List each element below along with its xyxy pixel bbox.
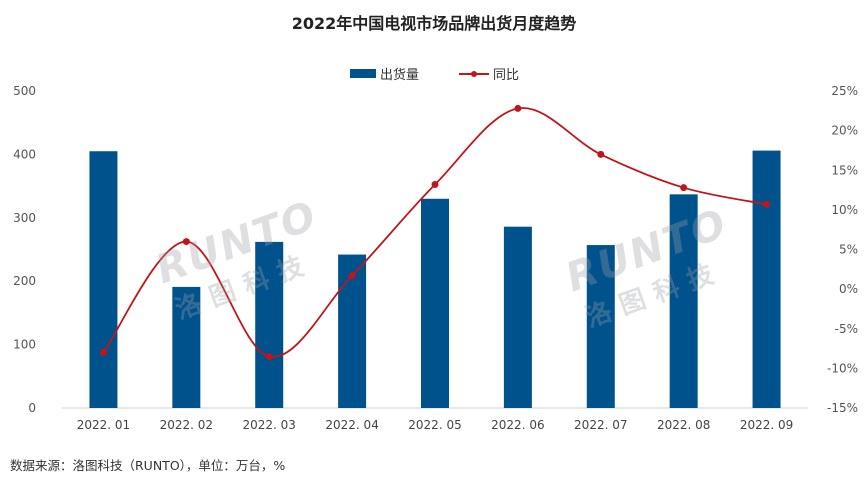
bar-shipment <box>338 254 367 408</box>
y2-tick-label: 0% <box>839 282 858 296</box>
y-tick-label: 100 <box>13 338 36 352</box>
x-tick-label: 2022. 04 <box>325 418 378 432</box>
y2-tick-label: 5% <box>839 243 858 257</box>
bar-shipment <box>421 198 449 408</box>
legend-label-yoy: 同比 <box>493 68 520 83</box>
point-yoy <box>597 150 605 158</box>
x-tick-label: 2022. 06 <box>491 418 544 432</box>
bar-shipment <box>89 151 118 409</box>
point-yoy <box>99 349 107 357</box>
y2-tick-label: -10% <box>827 361 858 375</box>
bar-shipment <box>503 226 532 408</box>
y2-tick-label: -5% <box>835 322 858 336</box>
legend-item-shipments: 出货量 <box>350 64 419 83</box>
y-tick-label: 200 <box>13 274 36 288</box>
point-yoy <box>431 181 439 189</box>
point-yoy <box>680 184 688 192</box>
y-tick-label: 300 <box>13 211 36 225</box>
y-tick-label: 400 <box>13 147 36 161</box>
x-tick-label: 2022. 05 <box>408 418 461 432</box>
bar-shipment <box>752 150 781 408</box>
chart-legend: 出货量 同比 <box>350 64 559 83</box>
point-yoy <box>265 352 273 360</box>
bar-shipment <box>255 241 284 408</box>
bar-shipment <box>586 245 615 408</box>
x-tick-label: 2022. 09 <box>740 418 793 432</box>
legend-label-shipments: 出货量 <box>380 68 420 83</box>
line-yoy <box>102 107 767 358</box>
legend-item-yoy: 同比 <box>459 64 519 83</box>
point-yoy <box>763 200 771 208</box>
x-tick-label: 2022. 08 <box>657 418 710 432</box>
point-yoy <box>514 104 522 112</box>
y2-tick-label: 10% <box>831 203 858 217</box>
y2-tick-label: -15% <box>827 401 858 415</box>
point-yoy <box>182 238 190 246</box>
chart-title: 2022年中国电视市场品牌出货月度趋势 <box>291 14 577 33</box>
y2-tick-label: 20% <box>831 124 858 138</box>
x-tick-label: 2022. 01 <box>77 418 130 432</box>
x-tick-label: 2022. 03 <box>243 418 296 432</box>
y2-tick-label: 25% <box>831 84 858 98</box>
y2-tick-label: 15% <box>831 163 858 177</box>
source-note: 数据来源：洛图科技（RUNTO），单位：万台，% <box>10 458 286 473</box>
point-yoy <box>348 272 356 280</box>
x-tick-label: 2022. 02 <box>160 418 213 432</box>
legend-swatch-line <box>459 69 490 79</box>
y-tick-label: 500 <box>13 84 36 98</box>
bar-shipment <box>172 286 201 408</box>
bar-shipment <box>669 194 698 408</box>
x-tick-label: 2022. 07 <box>574 418 627 432</box>
legend-swatch-bar <box>350 69 376 78</box>
y-tick-label: 0 <box>28 401 36 415</box>
